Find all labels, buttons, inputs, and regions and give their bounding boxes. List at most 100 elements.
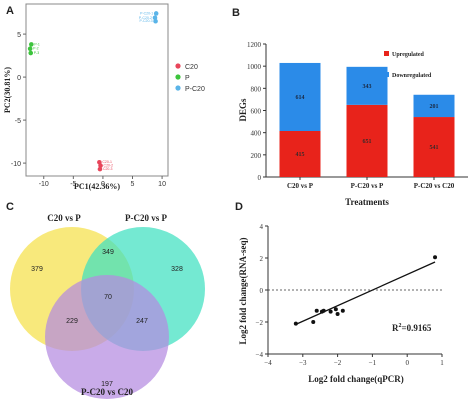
corr-point xyxy=(433,255,438,260)
pca-legend-marker xyxy=(175,85,181,91)
deg-bars: 415 614 651 343 541 201 xyxy=(279,62,455,177)
deg-bar-upregulated xyxy=(279,131,321,177)
deg-y-tick-label: 600 xyxy=(251,108,262,116)
pca-y-tick-label: 5 xyxy=(17,32,21,39)
pca-x-tick-label: 10 xyxy=(158,181,166,188)
pca-plot-frame xyxy=(25,3,169,177)
corr-x-tick-label: −2 xyxy=(334,359,342,367)
deg-bar-value-label: 541 xyxy=(430,145,439,151)
corr-points xyxy=(293,255,438,326)
deg-y-tick-label: 400 xyxy=(251,130,262,138)
panel-letter-c: C xyxy=(6,201,14,213)
corr-fit-line xyxy=(295,261,436,325)
pca-x-tick-label: -10 xyxy=(39,181,49,188)
corr-point xyxy=(328,309,333,314)
venn-region-count: 229 xyxy=(66,318,78,325)
corr-y-tick-label: −4 xyxy=(256,351,264,359)
corr-x-tick-label: 1 xyxy=(440,359,444,367)
pca-legend-label: P-C20 xyxy=(185,86,205,93)
deg-legend-label: Upregulated xyxy=(392,52,425,58)
deg-bar-downregulated xyxy=(413,94,455,118)
deg-y-label: DEGs xyxy=(238,98,248,122)
deg-category-label: P-C20 vs P xyxy=(351,182,384,190)
corr-point xyxy=(333,307,338,312)
pca-point xyxy=(27,46,33,52)
pca-legend-label: P xyxy=(185,75,190,82)
pca-point-label: P-1 xyxy=(34,42,40,46)
deg-bar-value-label: 614 xyxy=(296,95,305,101)
pca-y-tick-label: -5 xyxy=(15,118,21,125)
venn-region-count: 379 xyxy=(31,266,43,273)
pca-y-tick-label: 0 xyxy=(17,75,21,82)
deg-bar-value-label: 343 xyxy=(363,84,372,90)
venn-set-label: P-C20 vs P xyxy=(125,213,167,223)
deg-y-tick-label: 0 xyxy=(258,174,262,182)
corr-axis-ticks: −4 −3 −2 −1 0 1 −4 −2 0 2 4 xyxy=(256,223,445,367)
deg-y-tick-label: 1200 xyxy=(247,41,262,49)
deg-y-tick-label: 200 xyxy=(251,152,262,160)
panel-letter-b: B xyxy=(232,7,240,19)
deg-bar-upregulated xyxy=(413,117,455,177)
venn-set-label: C20 vs P xyxy=(47,213,81,223)
pca-legend-label: C20 xyxy=(185,64,198,71)
deg-axis-ticks: 0 200 400 600 800 1000 1200 C20 vs P P-C20 vs P P… xyxy=(247,41,455,190)
deg-bar-chart: 0 200 400 600 800 1000 1200 C20 vs P P-C20 vs P P… xyxy=(238,41,468,207)
pca-plot: -10 -5 0 5 10-10-505 C20-1C20-2C20-3P-1P-2P-… xyxy=(3,3,205,191)
pca-point-label: P-C20-3 xyxy=(140,19,153,23)
venn-region-count: 197 xyxy=(101,381,113,388)
panel-letter-a: A xyxy=(6,5,14,17)
venn-set-label: P-C20 vs C20 xyxy=(81,387,133,397)
deg-bar-downregulated xyxy=(279,62,321,132)
corr-x-tick-label: 0 xyxy=(405,359,409,367)
deg-bar-value-label: 201 xyxy=(430,104,439,110)
pca-point xyxy=(153,11,159,16)
correlation-plot: −4 −3 −2 −1 0 1 −4 −2 0 2 4 Log2 fold change(qPCR)… xyxy=(238,223,444,384)
pca-point-label: P-2 xyxy=(33,47,39,51)
pca-legend: C20 P P-C20 xyxy=(175,63,205,93)
deg-legend-label: Downregulated xyxy=(392,73,432,79)
pca-point-label: P-C20-2 xyxy=(139,16,152,20)
corr-r-squared: R2=0.9165 xyxy=(392,323,432,333)
corr-point xyxy=(293,321,298,326)
deg-y-tick-label: 800 xyxy=(251,85,262,93)
corr-x-tick-label: −1 xyxy=(369,359,377,367)
pca-x-tick-label: 0 xyxy=(101,181,105,188)
venn-region-count: 70 xyxy=(104,294,112,301)
pca-legend-marker xyxy=(175,63,181,69)
deg-bar-upregulated xyxy=(346,104,388,177)
venn-region-count: 349 xyxy=(102,249,114,256)
deg-legend: Upregulated Downregulated xyxy=(384,51,432,79)
corr-y-tick-label: 0 xyxy=(260,287,264,295)
corr-x-tick-label: −3 xyxy=(299,359,307,367)
deg-x-label: Treatments xyxy=(345,197,389,207)
pca-legend-marker xyxy=(175,74,181,80)
corr-y-label: Log2 fold change(RNA-seq) xyxy=(238,237,248,344)
deg-y-tick-label: 1000 xyxy=(247,63,262,71)
pca-point xyxy=(97,166,103,172)
pca-x-tick-label: 5 xyxy=(131,181,135,188)
pca-point-label: C20-3 xyxy=(103,167,113,171)
corr-y-tick-label: 2 xyxy=(260,255,264,263)
pca-point-label: C20-2 xyxy=(104,164,114,168)
deg-bar-value-label: 651 xyxy=(363,139,372,145)
corr-point xyxy=(340,308,345,313)
corr-point xyxy=(314,308,319,313)
pca-point-label: P-3 xyxy=(34,51,40,55)
pca-x-label: PC1(42.36%) xyxy=(74,182,120,191)
corr-x-label: Log2 fold change(qPCR) xyxy=(308,374,404,384)
deg-category-label: P-C20 vs C20 xyxy=(414,182,455,190)
corr-lines xyxy=(268,261,442,325)
deg-category-label: C20 vs P xyxy=(287,182,314,190)
deg-legend-swatch xyxy=(384,72,389,77)
corr-point xyxy=(321,308,326,313)
corr-point xyxy=(311,320,316,324)
pca-point-label: P-C20-1 xyxy=(140,11,153,15)
pca-point xyxy=(29,42,34,47)
pca-x-tick-label: -5 xyxy=(70,181,76,188)
venn-diagram: C20 vs P P-C20 vs P P-C20 vs C20 379 328 197 3… xyxy=(10,213,205,399)
venn-region-count: 247 xyxy=(136,318,148,325)
pca-y-label: PC2(30.81%) xyxy=(3,67,12,113)
panel-letter-d: D xyxy=(235,201,243,213)
